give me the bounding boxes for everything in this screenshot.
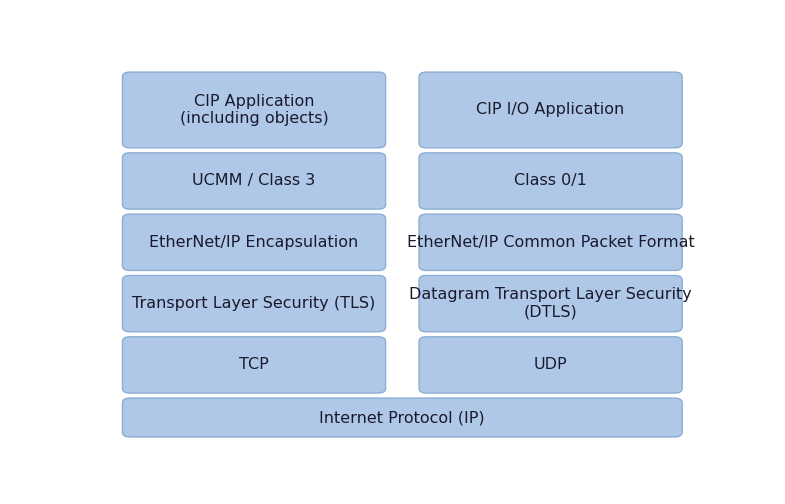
Text: Class 0/1: Class 0/1 xyxy=(514,173,587,188)
Text: CIP Application
(including objects): CIP Application (including objects) xyxy=(180,94,328,126)
FancyBboxPatch shape xyxy=(122,72,385,148)
FancyBboxPatch shape xyxy=(122,214,385,271)
FancyBboxPatch shape xyxy=(122,337,385,393)
Text: Transport Layer Security (TLS): Transport Layer Security (TLS) xyxy=(133,296,376,311)
FancyBboxPatch shape xyxy=(122,276,385,332)
Text: CIP I/O Application: CIP I/O Application xyxy=(476,102,625,117)
FancyBboxPatch shape xyxy=(419,214,682,271)
Text: EtherNet/IP Common Packet Format: EtherNet/IP Common Packet Format xyxy=(407,235,695,250)
Text: UDP: UDP xyxy=(534,357,568,372)
Text: TCP: TCP xyxy=(239,357,269,372)
Text: UCMM / Class 3: UCMM / Class 3 xyxy=(192,173,316,188)
FancyBboxPatch shape xyxy=(122,398,682,437)
FancyBboxPatch shape xyxy=(419,337,682,393)
Text: EtherNet/IP Encapsulation: EtherNet/IP Encapsulation xyxy=(149,235,359,250)
FancyBboxPatch shape xyxy=(419,153,682,209)
FancyBboxPatch shape xyxy=(419,276,682,332)
FancyBboxPatch shape xyxy=(419,72,682,148)
Text: Datagram Transport Layer Security
(DTLS): Datagram Transport Layer Security (DTLS) xyxy=(409,287,692,320)
FancyBboxPatch shape xyxy=(122,153,385,209)
Text: Internet Protocol (IP): Internet Protocol (IP) xyxy=(319,410,485,425)
